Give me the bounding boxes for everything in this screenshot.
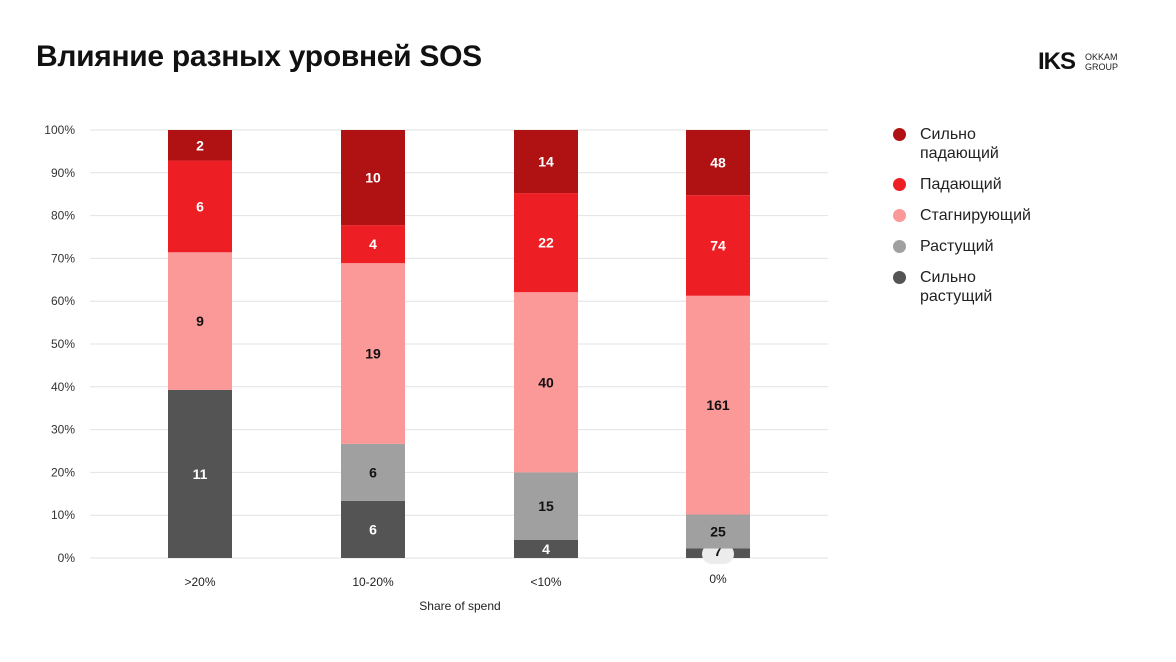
- x-tick-label: <10%: [530, 575, 561, 589]
- legend-item: Стагнирующий: [893, 206, 1050, 225]
- data-label: 22: [538, 235, 554, 251]
- data-label: 48: [710, 155, 726, 171]
- bar-segment: [514, 292, 578, 473]
- y-tick-label: 90%: [51, 166, 75, 180]
- y-tick-label: 100%: [44, 123, 75, 137]
- legend-item: Падающий: [893, 175, 1050, 194]
- legend-label: Сильно падающий: [920, 126, 999, 162]
- data-label: 14: [538, 154, 554, 170]
- bar-segment: [686, 514, 750, 549]
- data-label: 19: [365, 346, 381, 362]
- y-tick-label: 0%: [58, 551, 76, 565]
- data-label: 6: [196, 198, 204, 214]
- y-tick-label: 40%: [51, 380, 75, 394]
- data-label: 40: [538, 374, 554, 390]
- legend-swatch: [893, 240, 906, 253]
- legend-item: Сильно растущий: [893, 268, 1050, 306]
- y-tick-label: 80%: [51, 209, 75, 223]
- data-label: 11: [193, 466, 208, 482]
- chart-legend: Сильно падающий Падающий Стагнирующий Расту…: [893, 125, 1050, 318]
- legend-label: Сильно растущий: [920, 269, 993, 305]
- data-label: 6: [369, 464, 377, 480]
- bar-segment: [341, 225, 405, 264]
- bar-segment: [341, 130, 405, 226]
- legend-swatch: [893, 271, 906, 284]
- legend-swatch: [893, 178, 906, 191]
- bar-segment: [686, 295, 750, 515]
- y-tick-label: 20%: [51, 465, 75, 479]
- bar-segment: [168, 160, 232, 253]
- y-tick-label: 60%: [51, 294, 75, 308]
- legend-label: Стагнирующий: [920, 207, 1031, 224]
- data-label: 7: [714, 543, 722, 559]
- x-tick-label: 0%: [709, 572, 727, 586]
- bar-segment: [341, 500, 405, 558]
- legend-swatch: [893, 209, 906, 222]
- bar-segment: [168, 389, 232, 558]
- y-tick-label: 30%: [51, 423, 75, 437]
- data-label: 15: [538, 498, 554, 514]
- bar-segment: [341, 443, 405, 501]
- bar-segment: [341, 263, 405, 444]
- bar-segment: [168, 252, 232, 390]
- legend-label: Растущий: [920, 238, 994, 255]
- data-label: 4: [369, 236, 377, 252]
- bar-segment: [514, 130, 578, 194]
- bar-segment: [168, 130, 232, 161]
- data-label: 74: [710, 237, 726, 253]
- data-label: 25: [710, 524, 726, 540]
- data-label: 161: [706, 397, 730, 413]
- bar-segment: [514, 539, 578, 558]
- data-label: 9: [196, 313, 204, 329]
- legend-label: Падающий: [920, 176, 1002, 193]
- data-label: 10: [365, 170, 381, 186]
- logo-mark: IKS: [1038, 48, 1076, 75]
- bar-segment: [514, 193, 578, 293]
- data-label: 2: [196, 137, 204, 153]
- bar-segment: [686, 130, 750, 196]
- logo-subtitle: OKKAM GROUP: [1085, 52, 1118, 72]
- x-tick-label: >20%: [184, 575, 215, 589]
- logo-sub-line1: OKKAM: [1085, 52, 1118, 62]
- data-label: 6: [369, 521, 377, 537]
- logo: IKS OKKAM GROUP: [1038, 48, 1118, 76]
- logo-sub-line2: GROUP: [1085, 62, 1119, 72]
- bar-segment: [686, 195, 750, 296]
- y-tick-label: 50%: [51, 337, 75, 351]
- x-tick-label: 10-20%: [352, 575, 394, 589]
- data-label-bg: [702, 544, 734, 564]
- legend-swatch: [893, 128, 906, 141]
- y-tick-label: 70%: [51, 251, 75, 265]
- page-title: Влияние разных уровней SOS: [36, 40, 482, 73]
- data-label: 4: [542, 541, 550, 557]
- bar-segment: [514, 472, 578, 540]
- y-tick-label: 10%: [51, 508, 75, 522]
- x-axis-label: Share of spend: [419, 599, 500, 613]
- legend-item: Сильно падающий: [893, 125, 1050, 163]
- legend-item: Растущий: [893, 237, 1050, 256]
- stacked-bar-chart: 0%10%20%30%40%50%60%70%80%90%100%11962>2…: [44, 123, 828, 613]
